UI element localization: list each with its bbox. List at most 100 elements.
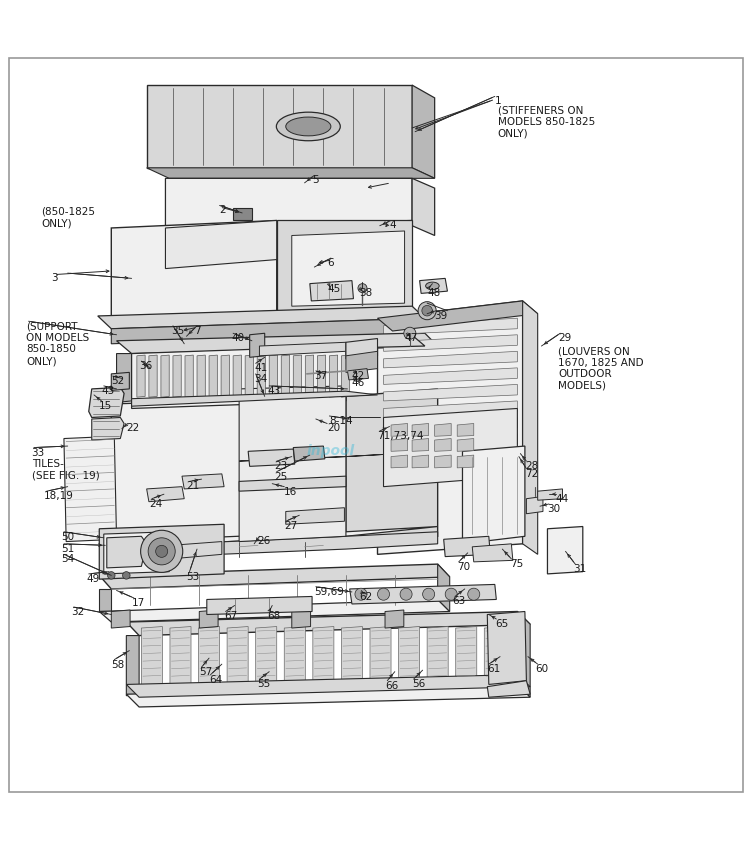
Polygon shape xyxy=(462,446,525,544)
Polygon shape xyxy=(347,369,368,380)
Polygon shape xyxy=(64,436,117,541)
Text: 48: 48 xyxy=(427,288,441,298)
Text: inpool: inpool xyxy=(307,445,355,458)
Text: 60: 60 xyxy=(535,664,548,674)
Polygon shape xyxy=(171,541,222,558)
Polygon shape xyxy=(245,355,253,397)
Text: 3: 3 xyxy=(51,273,58,283)
Circle shape xyxy=(123,572,130,579)
Text: 45: 45 xyxy=(327,284,341,293)
Circle shape xyxy=(468,588,480,600)
Text: 23: 23 xyxy=(274,461,288,471)
Polygon shape xyxy=(107,536,147,568)
Text: 25: 25 xyxy=(274,472,288,482)
Text: 21: 21 xyxy=(186,481,200,491)
Polygon shape xyxy=(341,626,362,686)
Text: 56: 56 xyxy=(412,679,426,689)
Polygon shape xyxy=(126,684,530,707)
Circle shape xyxy=(156,546,168,558)
Circle shape xyxy=(352,371,362,382)
Polygon shape xyxy=(378,301,538,331)
Circle shape xyxy=(355,588,367,600)
Polygon shape xyxy=(117,354,132,402)
Text: 55: 55 xyxy=(257,679,271,689)
Polygon shape xyxy=(227,626,248,686)
Polygon shape xyxy=(435,455,451,468)
Polygon shape xyxy=(233,208,252,220)
Polygon shape xyxy=(199,610,218,628)
Text: 62: 62 xyxy=(359,592,373,602)
Text: 49: 49 xyxy=(86,574,100,584)
Polygon shape xyxy=(384,417,517,434)
Polygon shape xyxy=(523,301,538,554)
Polygon shape xyxy=(487,611,526,684)
Polygon shape xyxy=(384,351,517,368)
Polygon shape xyxy=(239,476,346,491)
Polygon shape xyxy=(310,280,353,301)
Text: (LOUVERS ON
1670, 1825 AND
OUTDOOR
MODELS): (LOUVERS ON 1670, 1825 AND OUTDOOR MODEL… xyxy=(558,346,644,391)
Circle shape xyxy=(141,530,183,572)
Polygon shape xyxy=(412,455,429,468)
Text: (STIFFENERS ON
MODELS 850-1825
ONLY): (STIFFENERS ON MODELS 850-1825 ONLY) xyxy=(498,105,595,139)
Polygon shape xyxy=(170,626,191,686)
Polygon shape xyxy=(517,611,530,697)
Polygon shape xyxy=(207,597,312,615)
Polygon shape xyxy=(435,423,451,436)
Polygon shape xyxy=(161,355,169,397)
Text: 4: 4 xyxy=(390,220,396,230)
Ellipse shape xyxy=(286,117,331,136)
Polygon shape xyxy=(484,626,505,686)
Polygon shape xyxy=(329,355,338,397)
Text: 52: 52 xyxy=(111,376,125,386)
Polygon shape xyxy=(147,167,435,178)
Text: 20: 20 xyxy=(327,423,340,434)
Text: 50: 50 xyxy=(62,532,74,541)
Text: 7: 7 xyxy=(194,326,201,336)
Text: 33
TILES-
(SEE FIG. 19): 33 TILES- (SEE FIG. 19) xyxy=(32,448,99,481)
Polygon shape xyxy=(132,391,378,406)
Polygon shape xyxy=(305,355,314,397)
Polygon shape xyxy=(99,524,224,579)
Polygon shape xyxy=(104,532,169,574)
Circle shape xyxy=(358,284,367,292)
Text: 40: 40 xyxy=(232,333,244,343)
Polygon shape xyxy=(438,564,450,611)
Polygon shape xyxy=(259,343,346,356)
Polygon shape xyxy=(250,333,265,357)
Text: 70: 70 xyxy=(457,562,470,572)
Text: 35: 35 xyxy=(171,326,185,336)
Polygon shape xyxy=(317,355,326,397)
Text: 6: 6 xyxy=(327,258,334,268)
Text: 37: 37 xyxy=(314,371,328,381)
Polygon shape xyxy=(538,489,562,500)
Polygon shape xyxy=(292,231,405,306)
Polygon shape xyxy=(126,636,139,695)
Ellipse shape xyxy=(426,282,439,290)
Polygon shape xyxy=(313,626,334,686)
Polygon shape xyxy=(444,536,490,557)
Polygon shape xyxy=(147,85,412,167)
Polygon shape xyxy=(293,446,325,461)
Circle shape xyxy=(445,588,457,600)
Polygon shape xyxy=(111,610,130,628)
Text: 22: 22 xyxy=(126,423,140,434)
Text: 67: 67 xyxy=(224,611,238,621)
Polygon shape xyxy=(126,675,530,697)
Polygon shape xyxy=(147,487,184,501)
Text: 57: 57 xyxy=(199,667,213,677)
Polygon shape xyxy=(132,346,346,409)
Polygon shape xyxy=(412,423,429,436)
Polygon shape xyxy=(277,220,412,311)
Text: 39: 39 xyxy=(435,311,448,320)
Text: 59,69: 59,69 xyxy=(314,586,344,597)
Polygon shape xyxy=(89,388,124,417)
Polygon shape xyxy=(472,544,513,562)
Polygon shape xyxy=(99,564,450,589)
Polygon shape xyxy=(137,355,145,397)
Text: 24: 24 xyxy=(149,499,162,508)
Text: 15: 15 xyxy=(99,401,113,411)
Text: 30: 30 xyxy=(547,504,560,514)
Polygon shape xyxy=(209,355,217,397)
Polygon shape xyxy=(385,610,404,628)
Text: 68: 68 xyxy=(267,611,280,621)
